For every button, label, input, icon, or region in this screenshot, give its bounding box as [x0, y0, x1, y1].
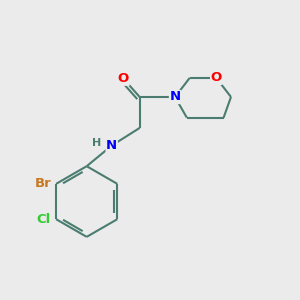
Text: H: H — [92, 138, 101, 148]
Text: Cl: Cl — [37, 213, 51, 226]
Text: N: N — [169, 91, 181, 103]
Text: Br: Br — [34, 177, 51, 190]
Text: O: O — [211, 71, 222, 84]
Text: N: N — [106, 139, 117, 152]
Text: O: O — [118, 72, 129, 85]
